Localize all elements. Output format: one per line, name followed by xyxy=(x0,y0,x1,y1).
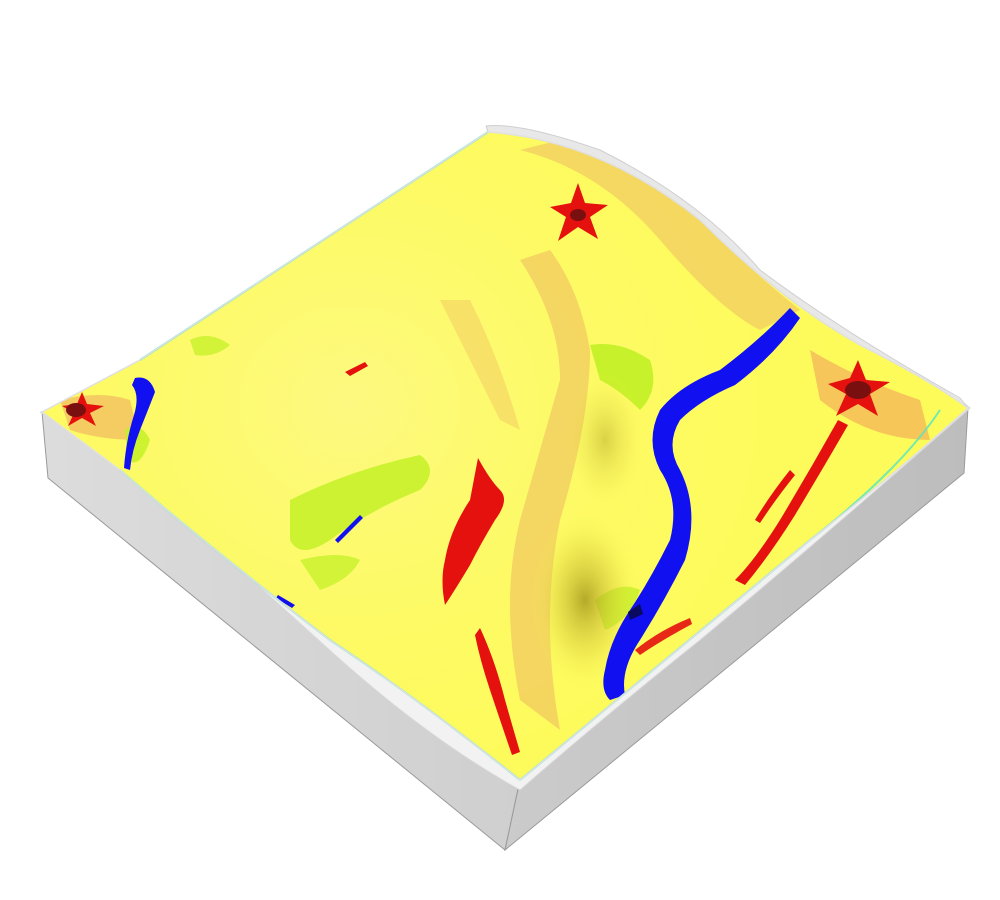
ridge-east xyxy=(735,420,848,585)
ridge-central xyxy=(442,458,504,605)
ridge-river-mouth xyxy=(635,618,692,655)
river-edge-s xyxy=(276,595,295,608)
star-burst-icon xyxy=(828,360,890,416)
river-west xyxy=(124,377,155,470)
orange-band-center xyxy=(510,250,590,730)
river-main xyxy=(603,308,800,700)
surface-outline xyxy=(40,131,970,781)
orange-band-ne xyxy=(520,140,800,330)
star-burst-icon xyxy=(550,183,608,241)
river-dark-segment xyxy=(628,604,643,620)
river-stub xyxy=(335,515,363,543)
green-patch-nw xyxy=(190,336,230,356)
ridge-east-2 xyxy=(755,470,795,523)
star-burst-icon xyxy=(62,392,104,426)
ridge-mini xyxy=(345,362,368,376)
hill-shadow-upper xyxy=(565,370,645,510)
green-patch-west xyxy=(290,455,430,550)
green-patch-sw xyxy=(300,555,360,590)
orange-band-west xyxy=(440,300,520,430)
ridge-south xyxy=(475,628,520,755)
